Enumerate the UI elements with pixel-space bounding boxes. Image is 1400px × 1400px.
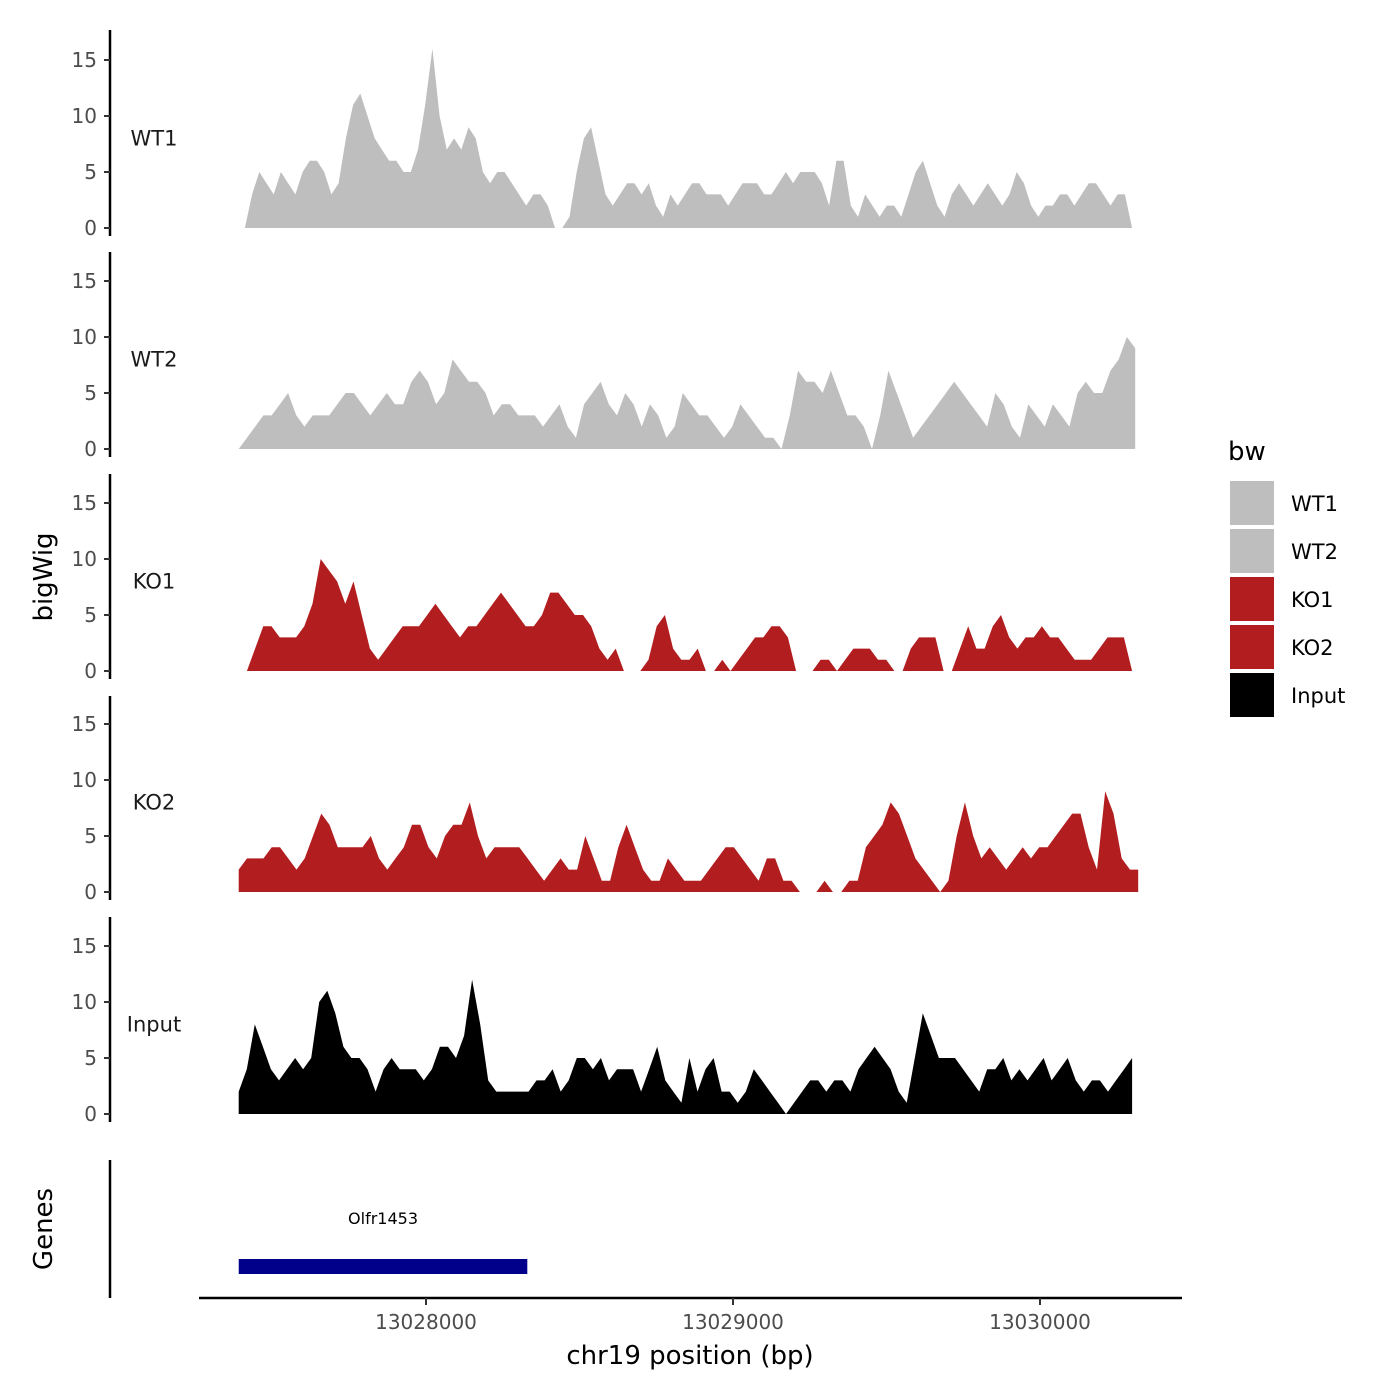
legend-label: Input	[1291, 684, 1345, 708]
y-tick-label: 15	[72, 48, 97, 72]
legend-label: KO2	[1291, 636, 1334, 660]
y-tick-label: 10	[72, 325, 97, 349]
area-ko1	[238, 559, 1133, 671]
area-ko2	[238, 791, 1139, 892]
y-tick-label: 5	[84, 160, 97, 184]
legend-key-wt2	[1230, 529, 1274, 573]
legend-title: bw	[1228, 437, 1266, 467]
y-tick-label: 15	[72, 491, 97, 515]
x-tick-label: 13030000	[989, 1310, 1091, 1334]
track-label: KO1	[133, 569, 176, 593]
legend: bw WT1 WT2 KO1 KO2 Input	[1228, 437, 1345, 717]
track-label: KO2	[133, 790, 176, 814]
track-label: WT1	[131, 126, 178, 150]
y-tick-label: 10	[72, 768, 97, 792]
legend-label: WT2	[1291, 540, 1338, 564]
legend-key-ko1	[1230, 577, 1274, 621]
y-tick-label: 0	[84, 880, 97, 904]
x-axis: 13028000 13029000 13030000	[199, 1296, 1182, 1334]
y-tick-label: 0	[84, 659, 97, 683]
y-tick-label: 10	[72, 547, 97, 571]
y-tick-label: 0	[84, 437, 97, 461]
track-label: WT2	[131, 347, 178, 371]
legend-key-wt1	[1230, 481, 1274, 525]
y-tick-label: 0	[84, 216, 97, 240]
area-wt2	[238, 337, 1136, 449]
y-tick-label: 5	[84, 381, 97, 405]
signal-tracks: 0 5 10 15 WT1 0 5 10 15 WT2 0 5 10 15 KO1 0 5 10 15 KO2 0 5 10…	[72, 30, 1139, 1126]
y-tick-label: 15	[72, 269, 97, 293]
y-tick-label: 15	[72, 712, 97, 736]
track-ko1: 0 5 10 15 KO1	[72, 474, 1133, 683]
y-tick-label: 15	[72, 934, 97, 958]
y-axis-title: bigWig	[29, 532, 59, 621]
track-ko2: 0 5 10 15 KO2	[72, 696, 1139, 904]
legend-key-input	[1230, 673, 1274, 717]
x-tick-label: 13029000	[682, 1310, 784, 1334]
y-tick-label: 5	[84, 1046, 97, 1070]
y-tick-label: 0	[84, 1102, 97, 1126]
y-tick-label: 5	[84, 603, 97, 627]
genes-panel: Olfr1453	[108, 1160, 528, 1298]
y-tick-label: 10	[72, 990, 97, 1014]
x-axis-title: chr19 position (bp)	[566, 1341, 813, 1371]
area-input	[238, 979, 1133, 1114]
track-wt2: 0 5 10 15 WT2	[72, 252, 1136, 461]
genes-axis-title: Genes	[29, 1188, 59, 1270]
legend-label: WT1	[1291, 492, 1338, 516]
y-tick-label: 10	[72, 104, 97, 128]
gene-bar	[238, 1259, 528, 1274]
track-input: 0 5 10 15 Input	[72, 917, 1133, 1126]
y-tick-label: 5	[84, 824, 97, 848]
track-wt1: 0 5 10 15 WT1	[72, 30, 1133, 240]
legend-label: KO1	[1291, 588, 1334, 612]
legend-key-ko2	[1230, 625, 1274, 669]
x-tick-label: 13028000	[375, 1310, 477, 1334]
track-label: Input	[127, 1012, 181, 1036]
area-wt1	[244, 48, 1133, 228]
gene-label: Olfr1453	[348, 1209, 418, 1228]
